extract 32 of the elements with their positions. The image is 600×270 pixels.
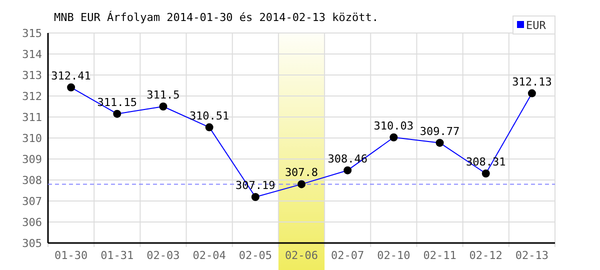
y-tick-label: 314 <box>22 48 42 61</box>
y-tick-label: 306 <box>22 216 42 229</box>
y-tick-label: 309 <box>22 153 42 166</box>
x-tick-label: 02-05 <box>238 249 272 262</box>
y-tick-label: 311 <box>22 111 42 124</box>
x-tick-label: 02-07 <box>331 249 364 262</box>
x-tick-label: 02-12 <box>469 249 502 262</box>
data-label: 310.51 <box>189 109 230 122</box>
chart-title: MNB EUR Árfolyam 2014-01-30 és 2014-02-13 között. <box>54 10 379 24</box>
x-tick-label: 02-13 <box>515 249 549 262</box>
data-label: 312.41 <box>51 69 91 82</box>
data-label: 312.13 <box>512 75 552 88</box>
x-tick-label: 02-10 <box>377 249 410 262</box>
data-label: 311.5 <box>146 88 180 102</box>
x-tick-label: 02-04 <box>192 249 226 262</box>
x-tick-label: 02-06 <box>284 249 318 262</box>
data-label: 311.15 <box>97 96 138 109</box>
legend-label: EUR <box>526 19 546 32</box>
y-tick-label: 312 <box>22 90 42 103</box>
x-tick-label: 01-30 <box>54 249 88 262</box>
y-tick-label: 310 <box>22 132 42 145</box>
y-tick-label: 308 <box>22 174 42 187</box>
y-tick-label: 313 <box>22 69 42 82</box>
y-tick-label: 315 <box>22 27 42 40</box>
y-tick-label: 307 <box>22 195 42 208</box>
data-label: 310.03 <box>374 119 414 132</box>
data-label: 307.8 <box>284 166 318 180</box>
x-tick-label: 01-31 <box>100 249 134 262</box>
data-label: 309.77 <box>420 124 460 138</box>
x-tick-label: 02-11 <box>423 249 456 262</box>
x-tick-label: 02-03 <box>146 249 180 262</box>
y-tick-label: 305 <box>22 237 42 250</box>
